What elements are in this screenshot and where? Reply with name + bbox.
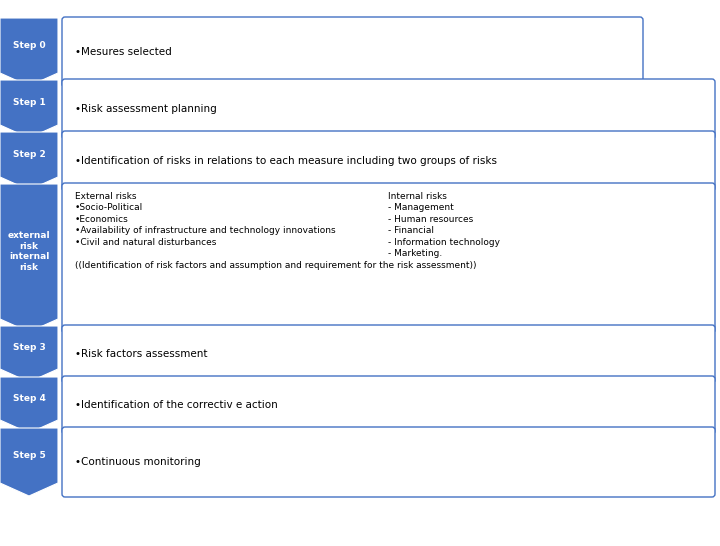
Text: Step 2: Step 2 bbox=[13, 150, 45, 159]
Polygon shape bbox=[0, 18, 58, 86]
Text: Step 1: Step 1 bbox=[13, 98, 45, 107]
FancyBboxPatch shape bbox=[62, 79, 715, 139]
FancyBboxPatch shape bbox=[62, 376, 715, 434]
Polygon shape bbox=[0, 184, 58, 332]
Text: •Identification of risks in relations to each measure including two groups of ri: •Identification of risks in relations to… bbox=[75, 156, 497, 166]
Polygon shape bbox=[0, 377, 58, 433]
Text: Step 5: Step 5 bbox=[13, 451, 45, 460]
FancyBboxPatch shape bbox=[62, 183, 715, 333]
Text: Step 3: Step 3 bbox=[13, 343, 45, 352]
FancyBboxPatch shape bbox=[62, 325, 715, 383]
Text: Step 0: Step 0 bbox=[13, 41, 45, 50]
FancyBboxPatch shape bbox=[62, 427, 715, 497]
FancyBboxPatch shape bbox=[62, 17, 643, 87]
Polygon shape bbox=[0, 132, 58, 190]
Polygon shape bbox=[0, 80, 58, 138]
Text: •Identification of the correctiv e action: •Identification of the correctiv e actio… bbox=[75, 400, 278, 410]
Text: External risks
•Socio-Political
•Economics
•Availability of infrastructure and t: External risks •Socio-Political •Economi… bbox=[75, 192, 477, 270]
Text: Internal risks
- Management
- Human resources
- Financial
- Information technolo: Internal risks - Management - Human reso… bbox=[389, 192, 500, 258]
Text: Step 4: Step 4 bbox=[12, 394, 45, 403]
Text: •Mesures selected: •Mesures selected bbox=[75, 47, 172, 57]
Text: •Continuous monitoring: •Continuous monitoring bbox=[75, 457, 201, 467]
Polygon shape bbox=[0, 428, 58, 496]
Text: •Risk factors assessment: •Risk factors assessment bbox=[75, 349, 207, 359]
Text: •Risk assessment planning: •Risk assessment planning bbox=[75, 104, 217, 114]
Text: external
risk
internal
risk: external risk internal risk bbox=[8, 232, 50, 271]
Polygon shape bbox=[0, 326, 58, 382]
FancyBboxPatch shape bbox=[62, 131, 715, 191]
